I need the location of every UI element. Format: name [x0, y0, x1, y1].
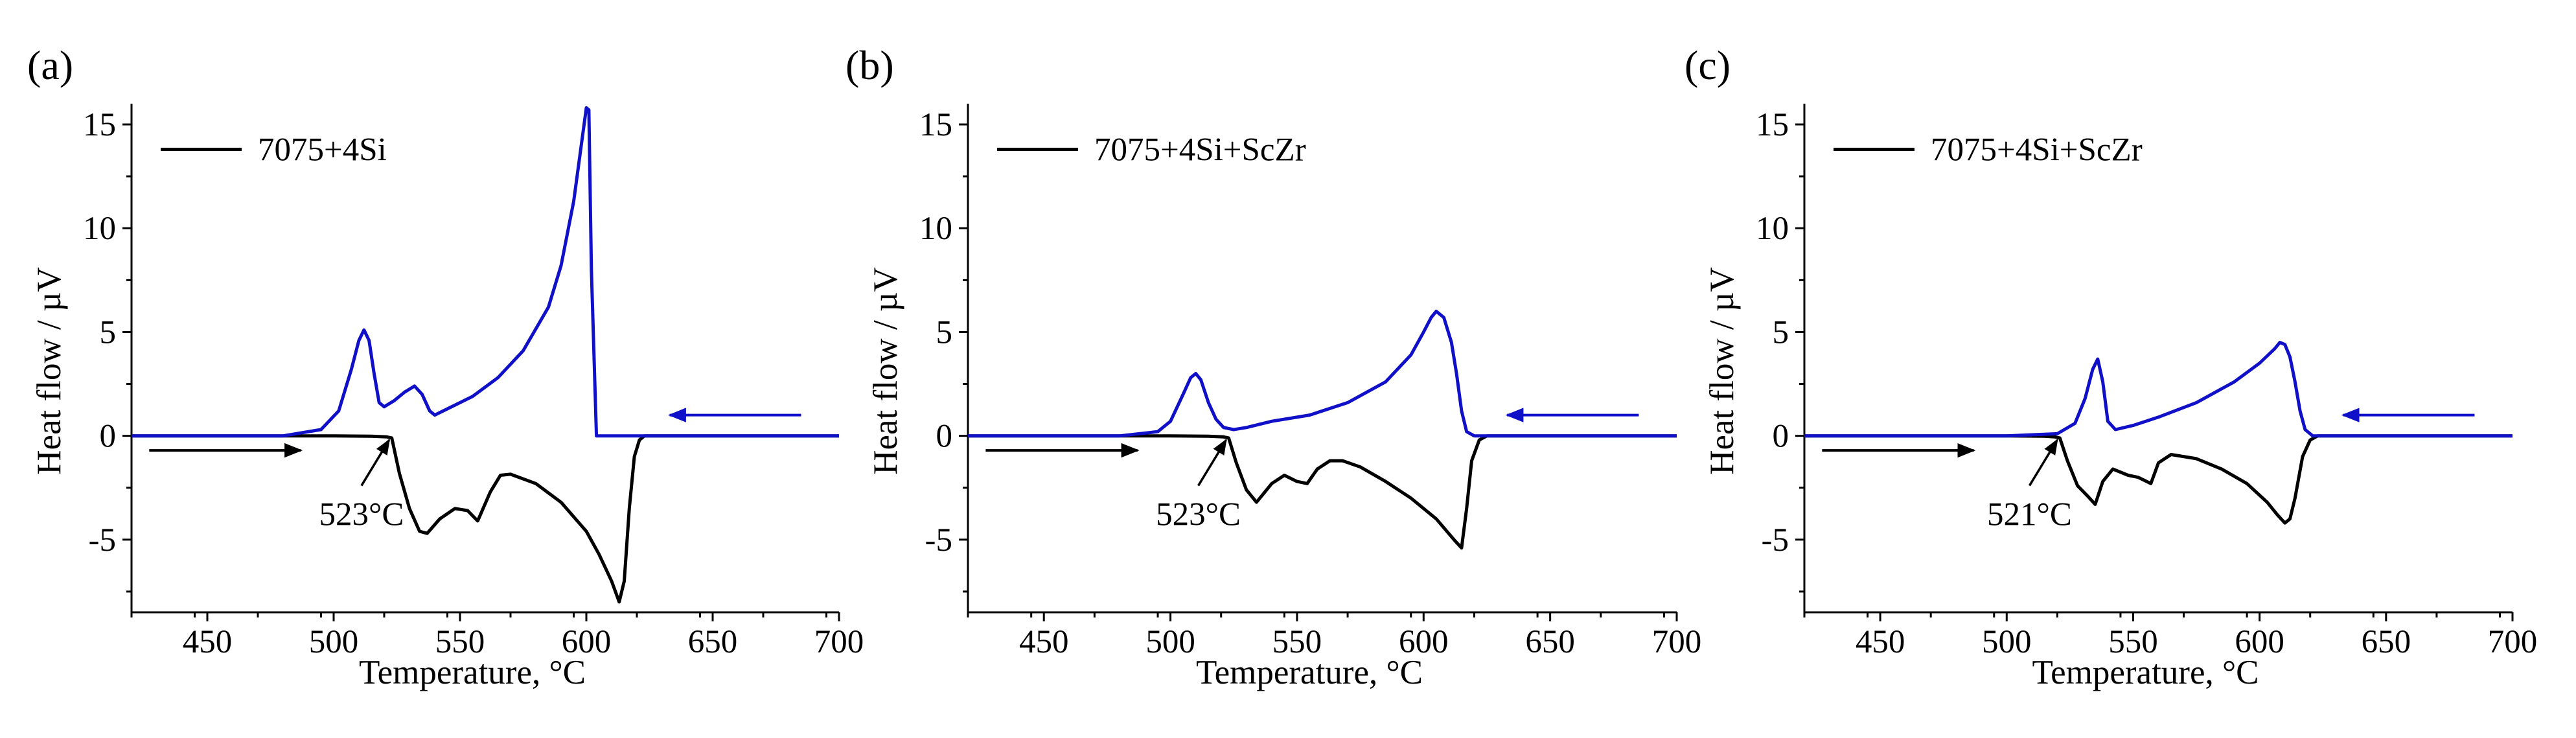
y-tick-label: 15: [919, 107, 952, 143]
y-tick-label: 10: [1756, 211, 1789, 247]
onset-arrow: [1197, 438, 1227, 487]
heating-curve: [968, 434, 1677, 550]
cooling-curve: [1804, 341, 2513, 438]
y-tick-label: 15: [83, 107, 116, 143]
legend-label: 7075+4Si+ScZr: [1931, 132, 2143, 168]
x-tick-label: 600: [1399, 624, 1449, 660]
x-tick-label: 550: [435, 624, 485, 660]
x-tick-label: 500: [1982, 624, 2032, 660]
x-tick-label: 450: [183, 624, 233, 660]
panel-label: (c): [1685, 42, 1731, 88]
y-axis-label: Heat flow / µV: [30, 267, 68, 474]
y-tick-label: 5: [1773, 314, 1789, 351]
x-tick-label: 700: [2488, 624, 2538, 660]
onset-annotation: 523°C: [319, 496, 404, 533]
onset-arrow: [2028, 438, 2058, 487]
chart-panel-c: (c) 450 500 550 600 650 700 -5 0 5 10 15 Temperature…: [1685, 42, 2537, 691]
heating-curve: [132, 434, 839, 604]
onset-annotation: 523°C: [1156, 496, 1241, 533]
x-tick-label: 450: [1856, 624, 1905, 660]
y-tick-label: 0: [100, 419, 117, 455]
x-tick-label: 650: [2362, 624, 2411, 660]
x-tick-label: 550: [2108, 624, 2158, 660]
y-tick-label: -5: [1762, 522, 1789, 559]
panel-label: (a): [27, 42, 73, 88]
heating-curve: [1804, 434, 2513, 525]
x-tick-label: 500: [1145, 624, 1195, 660]
y-tick-label: 5: [936, 314, 953, 351]
y-tick-label: -5: [89, 522, 116, 559]
x-tick-label: 450: [1019, 624, 1069, 660]
panel-label: (b): [845, 42, 894, 88]
y-tick-label: 10: [83, 211, 116, 247]
x-tick-label: 650: [1525, 624, 1575, 660]
chart-panel-a: (a) 450 500 550 600 650 700 -5 0 5 10 15 Temperature…: [27, 42, 864, 691]
y-tick-label: 5: [100, 314, 117, 351]
onset-annotation: 521°C: [1987, 496, 2072, 533]
y-tick-label: 0: [936, 419, 953, 455]
y-axis-label: Heat flow / µV: [867, 267, 904, 474]
y-axis-label: Heat flow / µV: [1703, 267, 1741, 474]
x-tick-label: 600: [562, 624, 612, 660]
x-tick-label: 700: [1652, 624, 1702, 660]
legend-label: 7075+4Si: [258, 132, 387, 168]
x-axis-label: Temperature, °C: [1196, 654, 1423, 691]
y-tick-label: 10: [919, 211, 952, 247]
x-tick-label: 550: [1272, 624, 1322, 660]
x-tick-label: 600: [2235, 624, 2284, 660]
y-tick-label: 15: [1756, 107, 1789, 143]
onset-arrow: [360, 438, 391, 487]
chart-panel-b: (b) 450 500 550 600 650 700 -5 0 5 10 15 Temperature…: [845, 42, 1701, 691]
y-tick-label: -5: [925, 522, 952, 559]
x-tick-label: 500: [309, 624, 359, 660]
cooling-curve: [132, 106, 839, 438]
x-tick-label: 650: [688, 624, 738, 660]
y-tick-label: 0: [1773, 419, 1789, 455]
x-axis-label: Temperature, °C: [2032, 654, 2259, 691]
x-axis-label: Temperature, °C: [359, 654, 586, 691]
x-tick-label: 700: [814, 624, 864, 660]
cooling-curve: [968, 309, 1677, 438]
legend-label: 7075+4Si+ScZr: [1094, 132, 1306, 168]
